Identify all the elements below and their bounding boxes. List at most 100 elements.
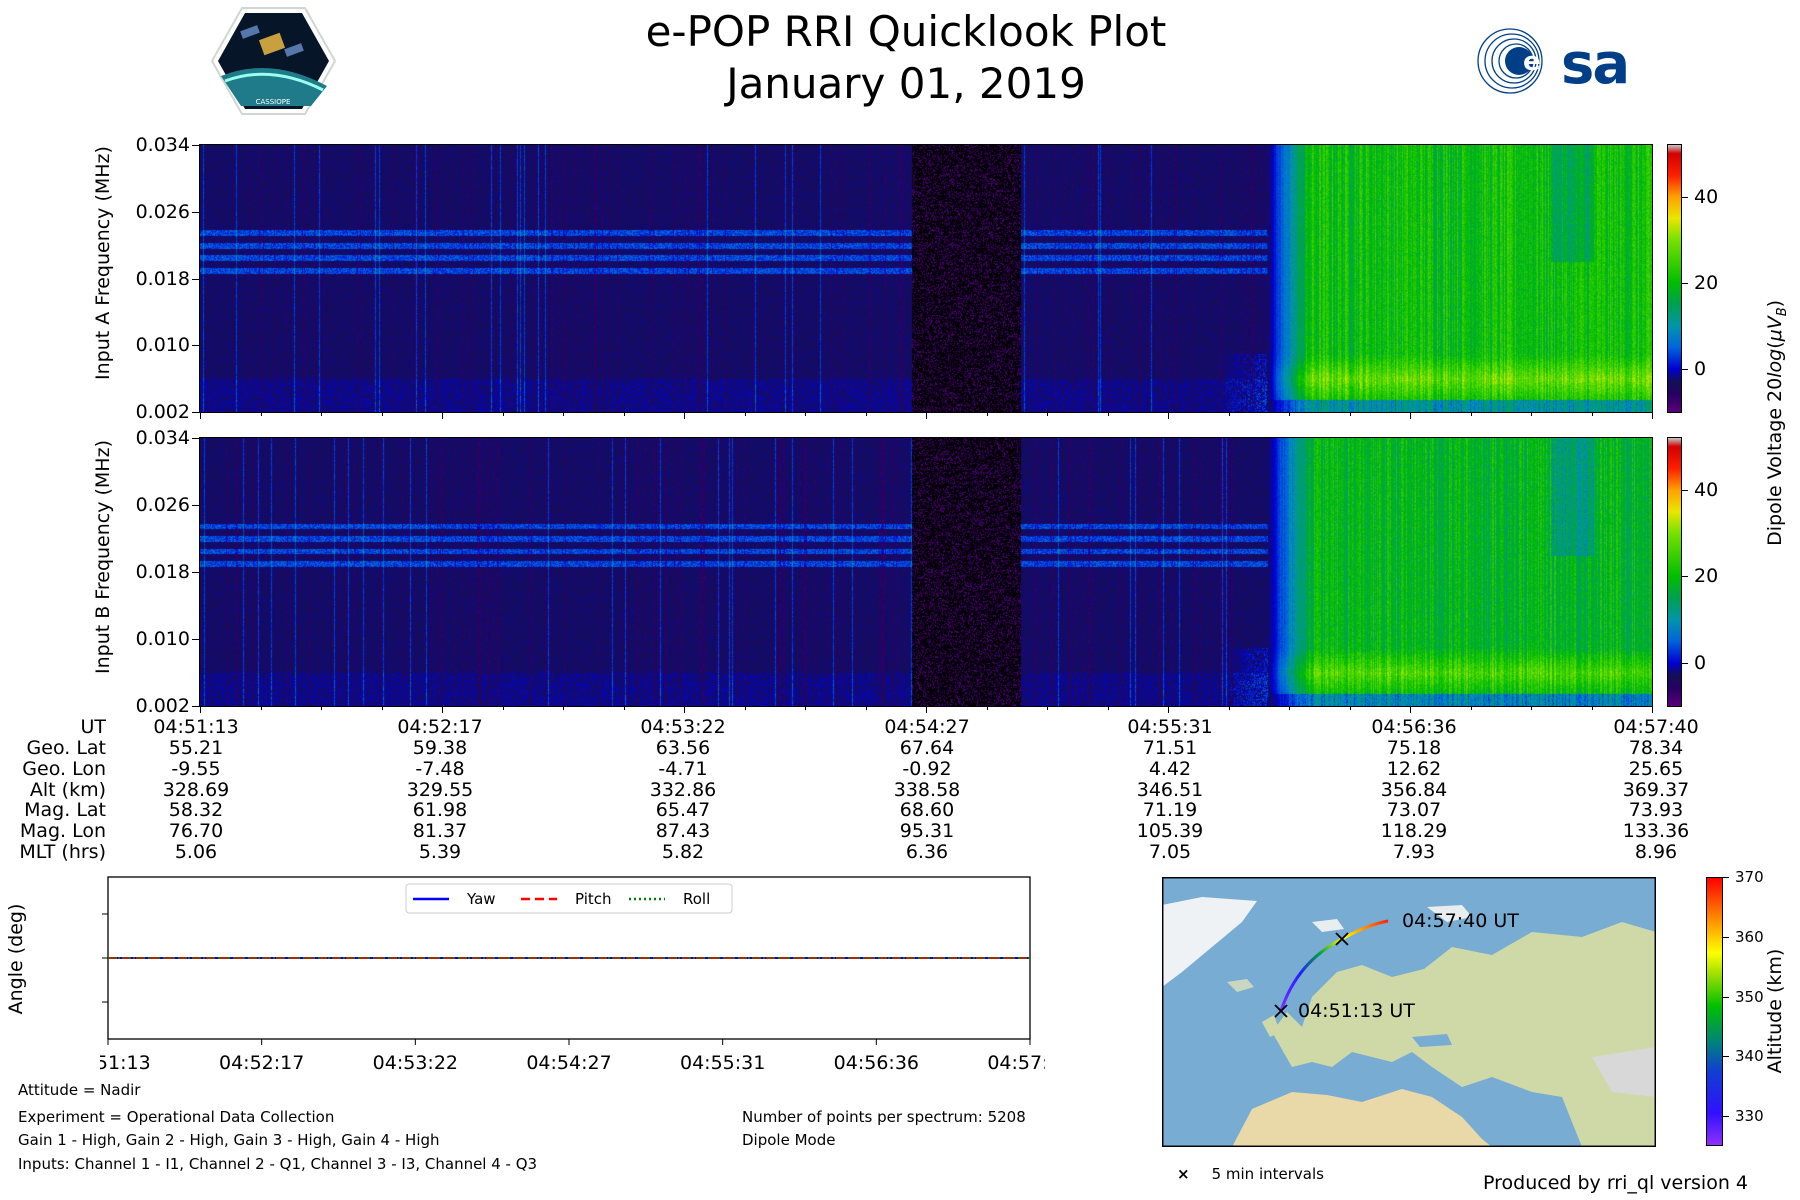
- altitude-tick-mark: [1723, 936, 1729, 938]
- colorbar-tick-mark: [1682, 576, 1688, 578]
- colorbar-tick-label: 40: [1694, 185, 1719, 208]
- note-line: Attitude = Nadir: [18, 1081, 141, 1099]
- x-tick-label: 04:52:17: [219, 1052, 304, 1074]
- x-tick-mark: [744, 412, 746, 416]
- x-tick-mark: [563, 706, 564, 710]
- iceland: [1227, 979, 1254, 992]
- ephemeris-cell: 04:57:40: [1613, 716, 1699, 738]
- cassiope-logo: CASSIOPE: [211, 7, 336, 115]
- ephemeris-cell: 5.82: [661, 841, 705, 863]
- ephemeris-cell: 105.39: [1136, 820, 1204, 842]
- altitude-tick-mark: [1723, 1056, 1729, 1058]
- x-tick-mark: [1289, 412, 1290, 416]
- ephemeris-cell: 63.56: [655, 737, 711, 759]
- x-tick-mark: [1228, 412, 1230, 416]
- ephemeris-cell: 328.69: [162, 779, 230, 801]
- x-tick-mark: [1168, 706, 1169, 713]
- y-tick-mark: [192, 572, 199, 573]
- note-line: Number of points per spectrum: 5208: [742, 1108, 1026, 1126]
- ephemeris-cell: 7.05: [1148, 841, 1192, 863]
- ephemeris-cell: 55.21: [168, 737, 224, 759]
- x-tick-mark: [1591, 706, 1593, 710]
- ephemeris-row-label: UT: [80, 716, 106, 738]
- spectrogram-a: [199, 144, 1653, 413]
- spectrogram-a-image: [200, 145, 1652, 412]
- ephemeris-cell: 67.64: [899, 737, 955, 759]
- y-tick-mark: [192, 412, 199, 413]
- x-tick-mark: [1652, 412, 1653, 419]
- ephemeris-cell: 8.96: [1634, 841, 1678, 863]
- ephemeris-cell: 71.19: [1142, 799, 1198, 821]
- x-tick-mark: [1349, 412, 1351, 416]
- x-tick-mark: [200, 706, 201, 713]
- ephemeris-row-label: Geo. Lon: [22, 758, 106, 780]
- map-legend: × 5 min intervals: [1177, 1165, 1324, 1183]
- spectrogram-b-ylabel: Input B Frequency (MHz): [92, 440, 114, 674]
- x-tick-mark: [1349, 706, 1351, 710]
- ephemeris-cell: 68.60: [899, 799, 955, 821]
- ephemeris-cell: 95.31: [899, 820, 955, 842]
- produced-by: Produced by rri_ql version 4: [1483, 1172, 1748, 1194]
- y-tick-label: 0.034: [135, 427, 190, 449]
- legend-label: Roll: [683, 890, 710, 908]
- x-tick-mark: [1470, 412, 1472, 416]
- track-end-label: 04:57:40 UT: [1402, 910, 1519, 932]
- ephemeris-cell: 81.37: [412, 820, 468, 842]
- colorbar-tick-label: 40: [1694, 478, 1719, 501]
- x-tick-mark: [563, 412, 564, 416]
- x-tick-mark: [1107, 706, 1109, 710]
- x-tick-label: 04:53:22: [373, 1052, 458, 1074]
- spectrogram-b-image: [200, 438, 1652, 706]
- y-tick-label: 0.034: [135, 134, 190, 156]
- x-tick-mark: [1107, 412, 1109, 416]
- ephemeris-row-label: Geo. Lat: [26, 737, 106, 759]
- altitude-tick-label: 350: [1735, 987, 1764, 1006]
- y-tick-label: 0.002: [135, 401, 190, 423]
- ephemeris-cell: 04:56:36: [1371, 716, 1457, 738]
- esa-logo: e sa: [1477, 28, 1630, 96]
- interval-marker: [1335, 932, 1349, 946]
- ephemeris-cell: 78.34: [1628, 737, 1684, 759]
- ephemeris-cell: 59.38: [412, 737, 468, 759]
- ephemeris-cell: 73.93: [1628, 799, 1684, 821]
- ephemeris-cell: 04:52:17: [397, 716, 483, 738]
- x-tick-mark: [502, 412, 504, 416]
- ephemeris-cell: 329.55: [406, 779, 474, 801]
- altitude-colorbar-label: Altitude (km): [1764, 948, 1786, 1074]
- ephemeris-cell: 6.36: [905, 841, 949, 863]
- ephemeris-cell: -7.48: [415, 758, 465, 780]
- colorbar-tick-mark: [1682, 282, 1688, 284]
- ephemeris-cell: 12.62: [1386, 758, 1442, 780]
- colorbar-tick-mark: [1682, 662, 1688, 664]
- ephemeris-cell: 4.42: [1148, 758, 1192, 780]
- note-line: Dipole Mode: [742, 1131, 836, 1149]
- x-tick-mark: [260, 412, 262, 416]
- x-tick-label: 04:57:40: [987, 1052, 1045, 1074]
- x-tick-mark: [381, 706, 383, 710]
- ephemeris-cell: -0.92: [902, 758, 952, 780]
- x-tick-mark: [865, 412, 867, 416]
- ephemeris-cell: 356.84: [1380, 779, 1448, 801]
- ephemeris-row-label: Alt (km): [29, 779, 106, 801]
- colorbar-b: [1667, 437, 1682, 707]
- ephemeris-cell: -9.55: [171, 758, 221, 780]
- x-tick-mark: [623, 412, 625, 416]
- y-tick-label: 0.026: [135, 494, 190, 516]
- x-tick-label: 04:55:31: [680, 1052, 765, 1074]
- ephemeris-cell: 5.39: [418, 841, 462, 863]
- ground-track-map: 04:57:40 UT 04:51:13 UT: [1162, 877, 1656, 1147]
- x-tick-mark: [744, 706, 746, 710]
- note-line: Experiment = Operational Data Collection: [18, 1108, 335, 1126]
- ephemeris-cell: 04:53:22: [640, 716, 726, 738]
- legend-label: Pitch: [575, 890, 612, 908]
- ephemeris-cell: 75.18: [1386, 737, 1442, 759]
- x-tick-mark: [1289, 706, 1290, 710]
- y-tick-mark: [192, 505, 199, 506]
- attitude-ylabel: Angle (deg): [5, 903, 27, 1015]
- svg-text:sa: sa: [1561, 32, 1628, 96]
- ephemeris-cell: -4.71: [658, 758, 708, 780]
- y-tick-label: 0.010: [135, 628, 190, 650]
- x-tick-mark: [1531, 412, 1532, 416]
- x-tick-mark: [623, 706, 625, 710]
